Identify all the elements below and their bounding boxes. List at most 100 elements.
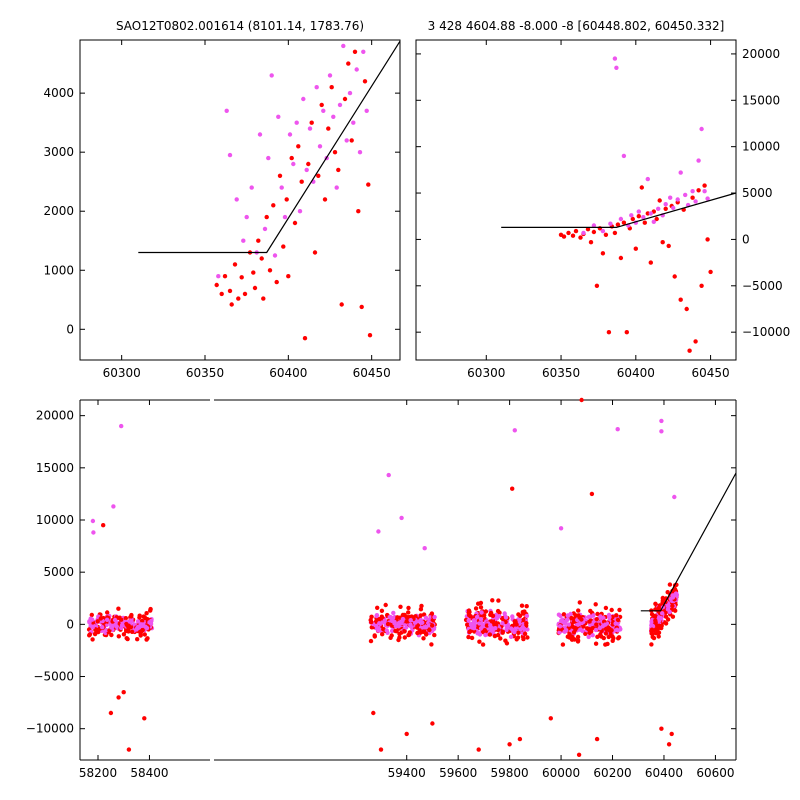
x-tick-label: 60200: [593, 766, 631, 780]
data-point: [600, 228, 606, 234]
data-point: [589, 491, 595, 497]
data-point: [586, 634, 591, 640]
data-point: [389, 618, 394, 623]
data-point: [655, 629, 660, 634]
data-point: [603, 642, 608, 647]
data-point: [371, 710, 376, 716]
data-point: [612, 230, 618, 236]
data-point: [693, 339, 698, 344]
data-point: [277, 173, 283, 178]
data-point: [402, 635, 407, 640]
x-tick-label: 60300: [103, 366, 141, 380]
y-tick-label: 15000: [36, 461, 74, 475]
data-point: [514, 637, 519, 642]
data-point: [329, 85, 334, 90]
data-point: [480, 642, 486, 647]
data-point: [135, 619, 141, 624]
data-point: [525, 635, 530, 640]
data-point: [653, 601, 658, 606]
data-point: [407, 630, 412, 635]
data-point: [357, 150, 363, 155]
data-point: [519, 603, 525, 608]
data-point: [630, 216, 635, 222]
data-point: [474, 614, 480, 620]
data-point: [116, 634, 122, 639]
data-point: [429, 642, 434, 647]
data-point: [234, 197, 239, 202]
x-tick-label: 60450: [353, 366, 391, 380]
data-point: [517, 618, 522, 623]
data-point: [406, 610, 411, 615]
data-point: [349, 138, 354, 143]
data-point: [382, 618, 387, 623]
panel-top-right: 3 428 4604.88 -8.000 -8 [60448.802, 6045…: [415, 19, 790, 380]
data-point: [385, 621, 391, 627]
data-point: [257, 132, 263, 137]
data-point: [236, 296, 241, 301]
data-point: [708, 269, 713, 275]
data-point: [614, 627, 620, 632]
data-point: [292, 220, 298, 226]
data-point: [423, 615, 429, 620]
data-point: [603, 622, 608, 627]
data-point: [415, 623, 421, 628]
data-point: [396, 624, 401, 629]
data-point: [573, 228, 579, 234]
data-point: [294, 120, 299, 125]
data-point: [398, 604, 403, 609]
data-point: [467, 613, 472, 618]
data-point: [125, 636, 130, 642]
data-point: [351, 120, 356, 125]
data-point: [123, 616, 128, 621]
data-point: [129, 614, 134, 619]
data-point: [651, 635, 657, 641]
data-point: [242, 291, 248, 297]
data-point: [478, 600, 484, 606]
data-point: [663, 206, 668, 211]
axis-ticks: 58200 58400 59400 59600 59800 60000 60200 60400…: [26, 400, 736, 780]
data-point: [141, 614, 146, 619]
data-point: [87, 632, 93, 637]
data-point: [368, 638, 374, 644]
data-point: [346, 61, 351, 66]
data-point: [633, 246, 638, 251]
data-point: [649, 642, 654, 647]
data-point: [465, 622, 470, 627]
data-point: [389, 628, 395, 634]
data-point: [668, 195, 673, 200]
data-point: [471, 626, 477, 631]
data-point: [134, 627, 139, 632]
data-point: [672, 494, 677, 500]
data-point: [239, 275, 244, 280]
y-tick-label: 0: [66, 322, 74, 336]
data-point: [524, 613, 530, 619]
data-point: [656, 206, 661, 211]
data-point: [705, 196, 710, 201]
data-point: [693, 199, 698, 204]
data-point: [650, 624, 656, 629]
data-point: [618, 255, 624, 261]
data-point: [610, 638, 615, 643]
data-point: [569, 634, 575, 639]
data-point: [570, 233, 576, 238]
data-point: [575, 639, 581, 644]
data-point: [352, 49, 358, 54]
data-point: [241, 238, 246, 243]
data-point: [227, 152, 233, 158]
data-point: [558, 526, 564, 531]
data-point: [653, 614, 658, 619]
data-point: [583, 631, 588, 636]
data-point: [490, 619, 495, 624]
y-tick-label: 3000: [43, 145, 74, 159]
data-point: [274, 279, 279, 285]
data-point: [621, 153, 627, 159]
data-point: [282, 214, 288, 220]
data-point: [331, 114, 336, 120]
data-point: [472, 629, 477, 634]
data-point: [90, 637, 95, 642]
scatter-points: [501, 56, 737, 353]
data-point: [471, 618, 476, 623]
data-point: [314, 85, 319, 90]
data-point: [510, 486, 515, 491]
